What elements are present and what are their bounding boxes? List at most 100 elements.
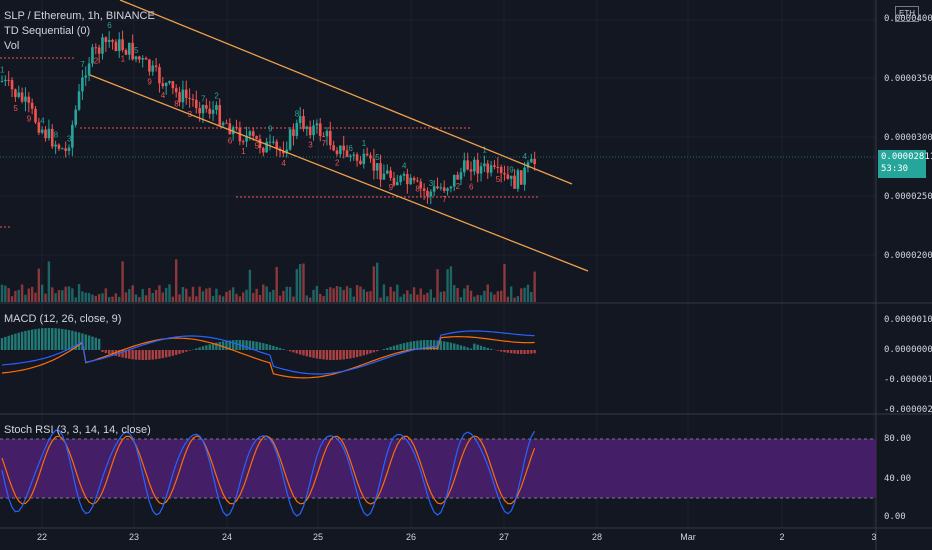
candle-body bbox=[302, 116, 305, 129]
symbol-title[interactable]: SLP / Ethereum, 1h, BINANCE bbox=[4, 10, 155, 22]
candle-body bbox=[409, 177, 412, 185]
macd-histogram-bar bbox=[47, 328, 51, 350]
candle-body bbox=[198, 108, 201, 114]
macd-histogram-bar bbox=[319, 350, 322, 360]
macd-histogram-bar bbox=[352, 350, 355, 358]
candle-body bbox=[359, 160, 362, 165]
volume-bar bbox=[141, 289, 144, 302]
candle-body bbox=[94, 47, 98, 49]
macd-histogram-bar bbox=[530, 350, 533, 354]
volume-bar bbox=[81, 291, 84, 302]
volume-bar bbox=[221, 296, 225, 302]
volume-bar bbox=[362, 289, 365, 302]
volume-bar bbox=[195, 296, 198, 302]
macd-label[interactable]: MACD (12, 26, close, 9) bbox=[4, 313, 122, 325]
candle-body bbox=[10, 80, 14, 90]
volume-bar bbox=[345, 286, 349, 302]
volume-bar bbox=[111, 296, 114, 302]
volume-label[interactable]: Vol bbox=[4, 40, 20, 52]
candle-body bbox=[154, 65, 158, 67]
td-count-label: 4 bbox=[523, 152, 528, 161]
volume-bar bbox=[432, 297, 436, 302]
volume-bar bbox=[47, 261, 51, 302]
macd-histogram-bar bbox=[486, 347, 489, 350]
macd-histogram-bar bbox=[362, 350, 365, 356]
candle-body bbox=[141, 58, 144, 60]
macd-histogram-bar bbox=[164, 350, 168, 358]
candle-body bbox=[101, 37, 104, 54]
candle-body bbox=[362, 153, 366, 165]
macd-histogram-bar bbox=[215, 342, 218, 350]
candle-body bbox=[473, 159, 476, 172]
candle-body bbox=[483, 163, 486, 167]
macd-histogram-bar bbox=[198, 347, 201, 350]
td-count-label: 5 bbox=[13, 104, 18, 113]
td-count-label: 6 bbox=[107, 21, 112, 30]
macd-histogram-bar bbox=[14, 333, 17, 350]
macd-histogram-bar bbox=[134, 350, 138, 360]
macd-histogram-bar bbox=[111, 350, 114, 356]
volume-bar bbox=[349, 288, 352, 302]
macd-histogram-bar bbox=[386, 347, 389, 350]
macd-histogram-bar bbox=[499, 350, 503, 352]
candle-body bbox=[469, 169, 473, 172]
macd-axis-tick: -0.00000200 bbox=[884, 405, 932, 415]
candle-body bbox=[493, 165, 496, 167]
volume-bar bbox=[208, 287, 211, 302]
volume-bar bbox=[352, 296, 355, 302]
candle-body bbox=[171, 81, 175, 89]
macd-histogram-bar bbox=[44, 328, 47, 350]
macd-histogram-bar bbox=[439, 340, 443, 350]
macd-histogram-bar bbox=[138, 350, 141, 360]
candle-body bbox=[456, 174, 459, 180]
td-count-label: 1 bbox=[482, 146, 487, 155]
volume-bar bbox=[154, 289, 158, 302]
macd-histogram-bar bbox=[201, 346, 205, 350]
td-count-label: 2 bbox=[335, 159, 340, 168]
candle-body bbox=[332, 145, 335, 151]
macd-histogram-bar bbox=[426, 340, 429, 350]
x-axis-tick: 28 bbox=[591, 532, 603, 542]
macd-histogram-bar bbox=[7, 335, 10, 350]
candle-body bbox=[20, 92, 24, 102]
macd-histogram-bar bbox=[104, 350, 108, 353]
candle-body bbox=[345, 150, 349, 157]
macd-histogram-bar bbox=[255, 341, 258, 350]
macd-histogram-bar bbox=[329, 350, 332, 360]
macd-histogram-bar bbox=[429, 340, 432, 350]
volume-bar bbox=[175, 259, 178, 302]
candle-body bbox=[218, 105, 222, 126]
volume-bar bbox=[84, 292, 87, 302]
candle-body bbox=[355, 154, 359, 161]
macd-signal-line bbox=[1, 335, 535, 379]
candle-body bbox=[523, 167, 526, 185]
macd-histogram-bar bbox=[453, 343, 456, 350]
volume-bar bbox=[325, 289, 329, 302]
volume-bar bbox=[17, 289, 20, 302]
macd-histogram-bar bbox=[422, 340, 426, 350]
macd-histogram-bar bbox=[419, 340, 422, 350]
volume-bar bbox=[242, 292, 245, 302]
volume-bar bbox=[409, 294, 412, 302]
td-count-label: 4 bbox=[40, 116, 45, 125]
stoch-rsi-label[interactable]: Stoch RSI (3, 3, 14, 14, close) bbox=[4, 424, 151, 436]
volume-bar bbox=[128, 289, 131, 302]
macd-histogram-bar bbox=[97, 338, 101, 350]
candle-body bbox=[144, 58, 148, 60]
volume-bar bbox=[148, 288, 151, 302]
volume-bar bbox=[298, 264, 302, 302]
candle-body bbox=[426, 190, 429, 197]
volume-bar bbox=[426, 292, 429, 302]
candle-body bbox=[205, 105, 208, 109]
volume-bar bbox=[74, 297, 77, 302]
td-count-label: 7 bbox=[80, 60, 85, 69]
macd-histogram-bar bbox=[365, 350, 369, 355]
macd-histogram-bar bbox=[513, 350, 516, 354]
td-count-label: 9 bbox=[389, 183, 394, 192]
volume-bar bbox=[268, 292, 272, 302]
td-sequential-label[interactable]: TD Sequential (0) bbox=[4, 25, 91, 37]
macd-histogram-bar bbox=[406, 342, 409, 350]
macd-histogram-bar bbox=[476, 344, 479, 350]
